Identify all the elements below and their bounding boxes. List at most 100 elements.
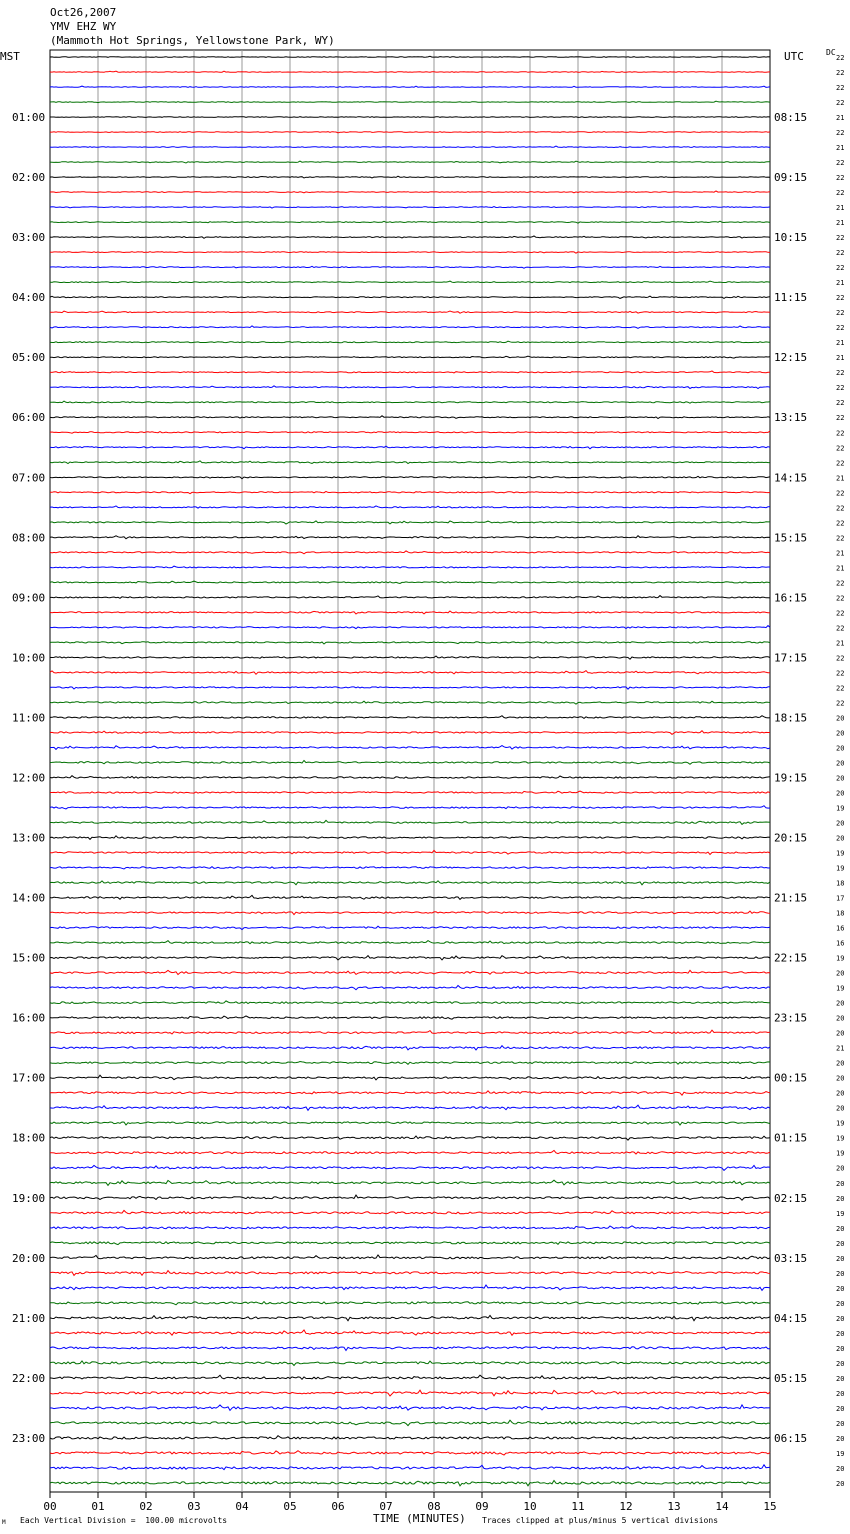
trace-row — [49, 1044, 771, 1051]
x-tick-label: 14 — [715, 1500, 729, 1513]
mst-hour-label: 20:00 — [12, 1252, 45, 1265]
dc-offset-value: 20 — [836, 1090, 844, 1098]
utc-label: UTC — [784, 50, 804, 63]
utc-hour-label: 05:15 — [774, 1372, 807, 1385]
trace-row — [50, 1209, 771, 1215]
trace-row — [49, 445, 771, 450]
x-tick-label: 12 — [619, 1500, 632, 1513]
dc-offset-value: 18 — [836, 910, 844, 918]
trace-row — [49, 729, 770, 736]
dc-offset-value: 20 — [836, 1480, 844, 1488]
trace-row — [49, 849, 771, 856]
utc-hour-label: 17:15 — [774, 651, 807, 664]
dc-offset-value: 19 — [836, 1120, 844, 1128]
dc-offset-value: 21 — [836, 474, 844, 482]
dc-offset-value: 20 — [836, 1315, 844, 1323]
dc-offset-value: 21 — [836, 219, 844, 227]
trace-row — [49, 1450, 771, 1456]
dc-offset-value: 21 — [836, 144, 844, 152]
utc-hour-label: 11:15 — [774, 291, 807, 304]
dc-offset-value: 20 — [836, 1195, 844, 1203]
dc-offset-value: 22 — [836, 99, 844, 107]
trace-row — [49, 550, 771, 555]
dc-offset-value: 20 — [836, 970, 844, 978]
utc-hour-label: 21:15 — [774, 892, 807, 905]
trace-row — [49, 835, 771, 841]
dc-offset-value: 17 — [836, 895, 844, 903]
utc-hour-label: 15:15 — [774, 531, 807, 544]
dc-offset-value: 22 — [836, 699, 844, 707]
dc-offset-value: 21 — [836, 204, 844, 212]
dc-offset-value: 20 — [836, 835, 844, 843]
dc-offset-value: 19 — [836, 1210, 844, 1218]
utc-hour-label: 06:15 — [774, 1432, 807, 1445]
dc-offset-value: 20 — [836, 729, 844, 737]
trace-row — [49, 220, 771, 224]
trace-row — [49, 1314, 771, 1322]
dc-offset-value: 16 — [836, 925, 844, 933]
trace-row — [50, 490, 771, 495]
location-label: (Mammoth Hot Springs, Yellowstone Park, … — [50, 34, 335, 47]
mst-hour-label: 21:00 — [12, 1312, 45, 1325]
utc-hour-label: 22:15 — [774, 952, 807, 965]
dc-offset-value: 19 — [836, 865, 844, 873]
mst-hour-label: 13:00 — [12, 832, 45, 845]
dc-offset-value: 22 — [836, 624, 844, 632]
dc-offset-value: 22 — [836, 159, 844, 167]
trace-row — [49, 1403, 771, 1412]
utc-hour-label: 19:15 — [774, 771, 807, 784]
trace-row — [50, 355, 771, 359]
trace-row — [49, 265, 771, 269]
trace-row — [49, 251, 771, 254]
trace-row — [50, 790, 771, 794]
trace-row — [49, 1121, 771, 1126]
x-tick-label: 01 — [91, 1500, 104, 1513]
dc-offset-value: 20 — [836, 1030, 844, 1038]
mst-label: MST — [0, 50, 20, 63]
dc-offset-value: 22 — [836, 684, 844, 692]
dc-offset-value: 19 — [836, 1135, 844, 1143]
dc-offset-value: 21 — [836, 549, 844, 557]
dc-offset-value: 19 — [836, 955, 844, 963]
trace-row — [50, 819, 771, 826]
trace-row — [49, 1269, 771, 1277]
trace-row — [50, 310, 771, 314]
dc-offset-value: 20 — [836, 1075, 844, 1083]
dc-offset-value: 20 — [836, 714, 844, 722]
trace-row — [49, 1374, 771, 1381]
mst-hour-label: 17:00 — [12, 1072, 45, 1085]
dc-offset-value: 20 — [836, 1330, 844, 1338]
dc-offset-value: 20 — [836, 774, 844, 782]
mst-hour-label: 10:00 — [12, 651, 45, 664]
dc-offset-value: 22 — [836, 654, 844, 662]
dc-offset-value: 20 — [836, 1390, 844, 1398]
trace-row — [49, 1254, 771, 1260]
dc-offset-value: 21 — [836, 639, 844, 647]
dc-offset-value: 22 — [836, 54, 844, 62]
trace-row — [49, 1463, 771, 1471]
trace-row — [49, 1000, 771, 1005]
mst-hour-label: 19:00 — [12, 1192, 45, 1205]
trace-row — [49, 1329, 771, 1337]
trace-row — [49, 1284, 771, 1292]
dc-offset-value: 22 — [836, 369, 844, 377]
trace-row — [49, 385, 771, 390]
trace-row — [49, 430, 771, 434]
dc-offset-value: 21 — [836, 1045, 844, 1053]
trace-row — [49, 70, 771, 73]
dc-offset-value: 22 — [836, 189, 844, 197]
trace-row — [49, 655, 771, 660]
dc-offset-value: 20 — [836, 1300, 844, 1308]
trace-row — [49, 460, 770, 465]
dc-offset-value: 20 — [836, 1000, 844, 1008]
trace-row — [49, 939, 771, 945]
dc-offset-value: 20 — [836, 1015, 844, 1023]
trace-row — [49, 475, 771, 480]
trace-row — [50, 130, 771, 134]
trace-row — [50, 116, 771, 118]
dc-offset-value: 19 — [836, 850, 844, 858]
dc-offset-value: 22 — [836, 234, 844, 242]
dc-offset-value: 20 — [836, 1360, 844, 1368]
mst-hour-label: 07:00 — [12, 471, 45, 484]
